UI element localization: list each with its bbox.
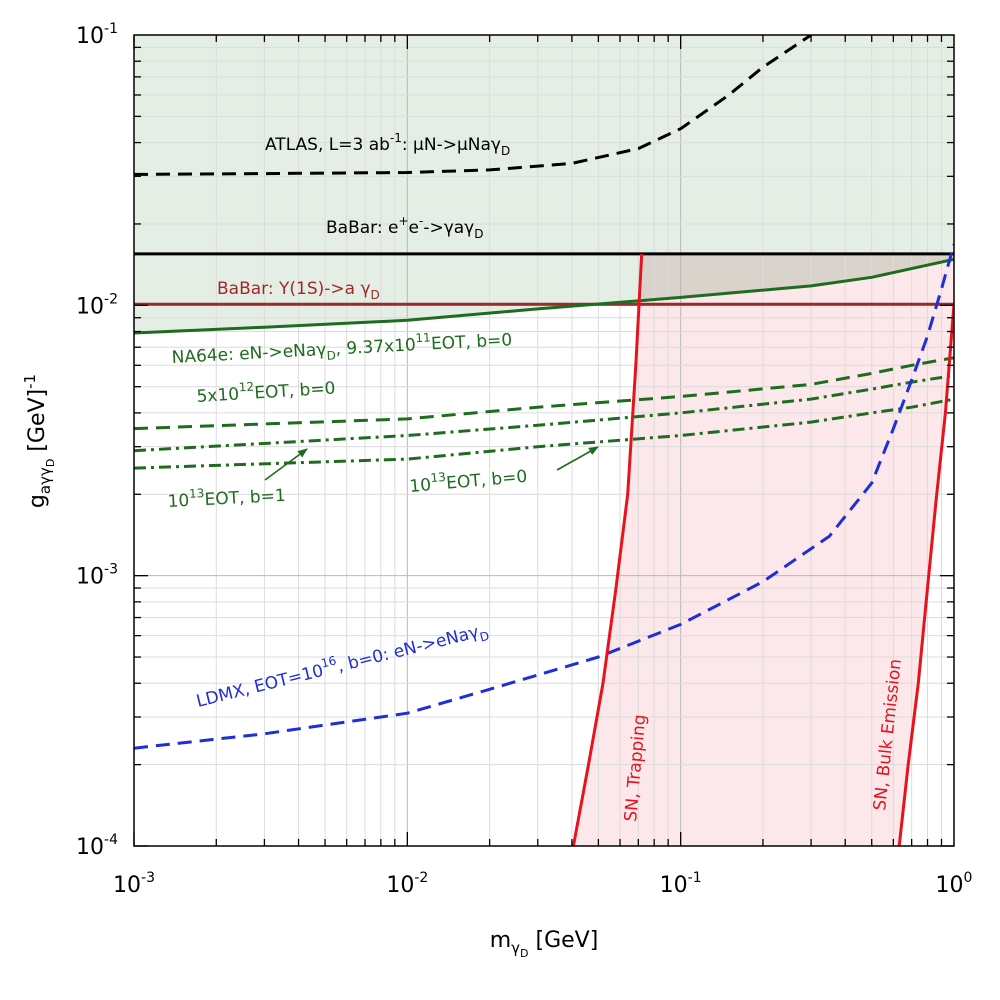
series-atlas [134, 35, 812, 176]
series-ldmx [134, 243, 954, 750]
y-tick-label: 10-4 [76, 832, 118, 860]
annotation-babar2: BaBar: Υ(1S)->a γD [217, 279, 380, 302]
annotation-babar1: BaBar: e+e-->γaγD [326, 214, 484, 241]
annotation-eot13b1: 1013EOT, b=1 [167, 482, 286, 512]
y-tick-label: 10-3 [76, 562, 118, 590]
series-sn-trapping [571, 253, 644, 846]
x-tick-label: 10-2 [386, 870, 428, 898]
y-axis-label: gaγγD [GeV]-1 [21, 374, 57, 508]
grid-layer [134, 35, 954, 846]
annotation-ldmx: LDMX, EOT=1016, b=0: eN->eNaγD [193, 616, 490, 715]
y-tick-label: 10-1 [76, 21, 118, 49]
annotation-eot5: 5x1012EOT, b=0 [196, 375, 336, 407]
x-axis-label: mγD [GeV] [490, 928, 599, 960]
plot-frame [133, 34, 955, 847]
series-layer [134, 35, 954, 846]
x-tick-label: 10-3 [113, 870, 155, 898]
arrow-eot13b0 [556, 446, 599, 471]
x-tick-label: 100 [936, 870, 973, 898]
arrow-eot13b1 [264, 448, 308, 481]
series-na64e-9-37e11 [134, 257, 954, 335]
ticks-layer: 10-3 10-2 10-1 100 10-4 10-3 10-2 10-1 [76, 21, 972, 898]
region-excluded-top [134, 35, 954, 254]
annotation-atlas: ATLAS, L=3 ab-1: μN->μNaγD [265, 131, 510, 158]
y-tick-label: 10-2 [76, 291, 118, 319]
series-sn-bulk-emission [897, 304, 954, 846]
region-sn-overlap [641, 253, 954, 301]
x-tick-label: 10-1 [660, 870, 702, 898]
annotation-na64: NA64e: eN->eNaγD, 9.37x1011EOT, b=0 [171, 326, 513, 371]
annotation-eot13b0: 1013EOT, b=0 [408, 463, 528, 497]
series-5e12-eot-b-0 [134, 356, 954, 431]
regions-layer [134, 35, 954, 846]
